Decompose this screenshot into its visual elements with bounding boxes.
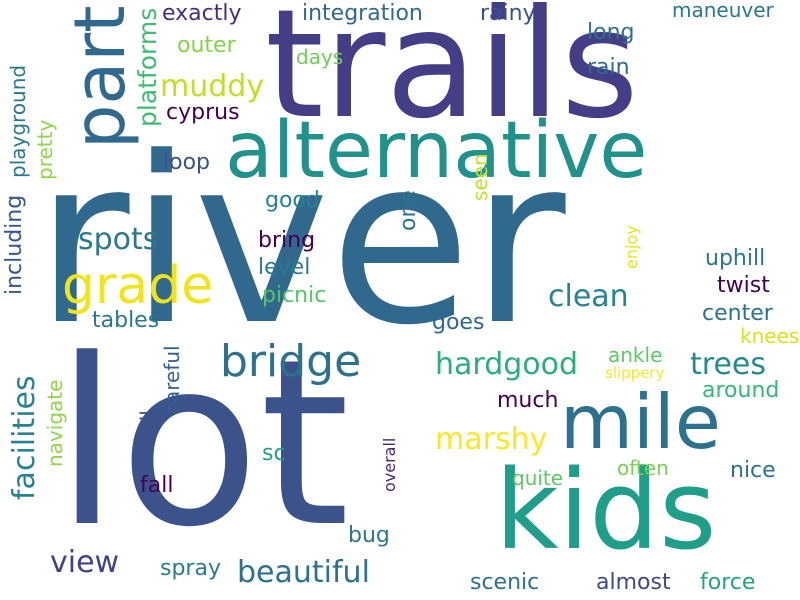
word: alternative [225,106,648,196]
word: days [296,45,344,69]
word: platforms [133,8,162,128]
word: trees [690,347,766,382]
word: much [497,388,559,413]
word: navigate [43,380,67,468]
word: enjoy [622,225,641,269]
word: playground [6,65,30,179]
word: clean [548,279,629,314]
word: full [136,410,160,441]
word: almost [596,570,671,595]
word: lot [55,311,350,578]
word: fall [140,473,174,498]
word: nice [730,458,776,483]
word: scenic [470,570,540,595]
word: trails [265,0,639,152]
word: center [702,301,773,326]
word: muddy [160,69,265,104]
word: exactly [162,1,242,26]
word: cyprus [166,100,240,125]
word: often [617,456,669,480]
word: seen [468,153,492,201]
word: careful [160,345,184,414]
word: good [265,188,320,213]
word: hardgood [435,347,579,382]
word: twist [717,273,770,298]
word: including [2,195,27,296]
word: part [59,5,141,149]
word: loop [163,150,210,175]
word: bridge [220,336,362,387]
word: bring [258,228,316,253]
word: ankle [608,343,663,367]
word: integration [302,1,423,26]
word: marshy [435,422,548,457]
word: rainy [480,1,536,26]
word: knees [740,324,800,348]
word: long [587,20,635,45]
word: facilities [7,375,42,500]
word: mile [560,378,721,466]
word: sc [262,441,286,466]
word: level [258,255,311,280]
word: tables [92,308,160,333]
word: around [702,378,780,403]
word: quite [512,466,564,490]
word: maneuver [672,0,774,22]
word: beautiful [237,555,370,590]
word: bug [348,523,390,548]
word: force [700,570,756,595]
word: kids [495,446,717,574]
word: grade [62,256,214,316]
word: one [396,190,421,231]
word: pretty [33,120,57,181]
word: uphill [705,246,766,271]
word: river [35,109,566,376]
word: rain [587,55,630,80]
word: view [50,545,120,580]
word: picnic [262,283,327,308]
word: goes [432,310,485,335]
word: spots [78,222,159,257]
word: outer [177,33,236,58]
word: spray [160,556,221,581]
word: overall [380,438,399,493]
word: slippery [605,364,665,382]
